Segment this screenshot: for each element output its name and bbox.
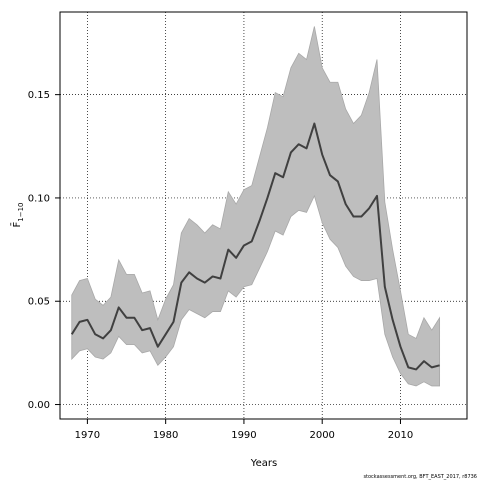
y-tick-label: 0.10	[28, 193, 50, 204]
estimate-line	[70, 122, 440, 371]
y-axis-title-sub: 1−10	[17, 203, 25, 222]
x-tick-label: 1990	[231, 430, 256, 441]
y-axis-title: F̄1−10	[10, 203, 25, 228]
x-tick-label: 1980	[153, 430, 178, 441]
y-tick-label: 0.05	[28, 297, 50, 308]
y-axis-title-main: F̄	[10, 222, 23, 228]
confidence-band	[71, 26, 441, 387]
x-axis: 1970 1980 1990 2000 2010	[75, 419, 413, 441]
x-tick-label: 2010	[388, 430, 413, 441]
svg-text:F̄1−10: F̄1−10	[10, 203, 25, 228]
x-tick-label: 1970	[75, 430, 100, 441]
y-axis: 0.00 0.05 0.10 0.15	[28, 90, 60, 411]
plot-frame	[59, 11, 468, 420]
x-axis-title: Years	[250, 458, 277, 469]
footer-note: stockassessment.org, BFT_EAST_2017, r873…	[363, 474, 477, 480]
x-tick-label: 2000	[309, 430, 334, 441]
y-tick-label: 0.00	[28, 400, 50, 411]
y-tick-label: 0.15	[28, 90, 50, 101]
